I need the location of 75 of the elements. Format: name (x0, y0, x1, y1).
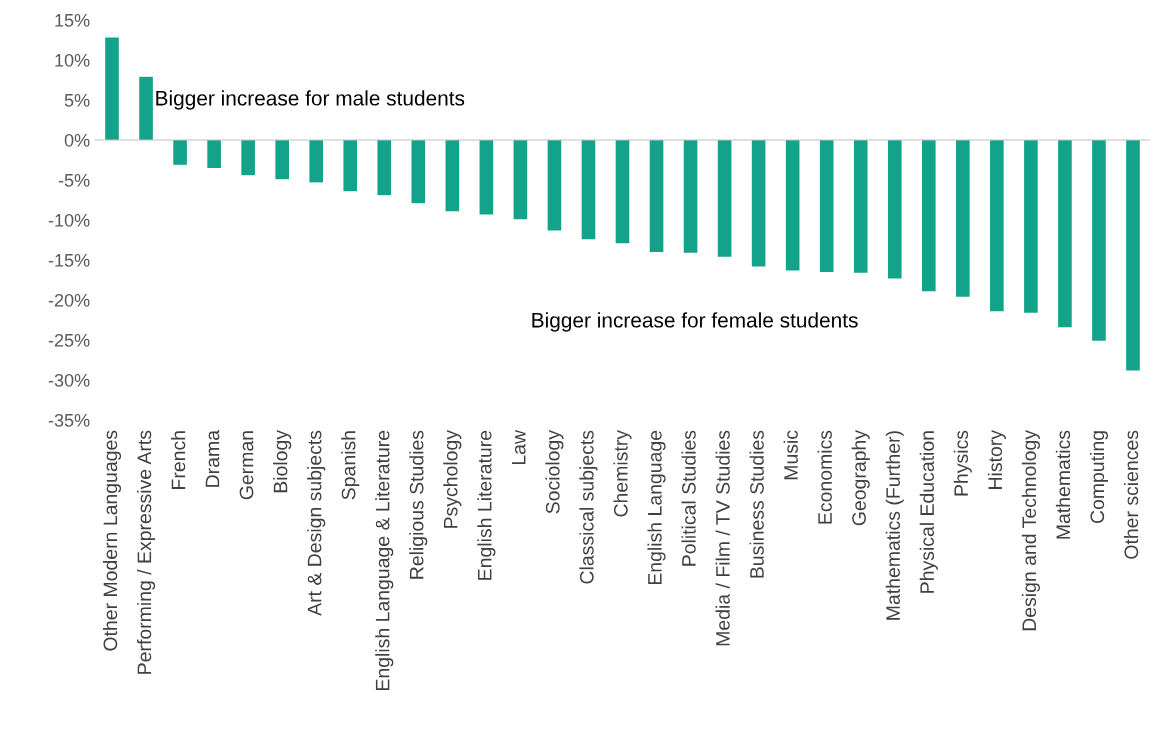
bar (1058, 140, 1072, 328)
bar (275, 140, 289, 180)
x-tick-label: Sociology (545, 430, 564, 514)
bar (547, 140, 562, 231)
y-tick-label: -25% (48, 333, 90, 347)
y-tick-label: -20% (48, 293, 90, 307)
x-tick-label: Mathematics (Further) (885, 431, 904, 620)
bar (241, 140, 255, 176)
y-tick-label: -35% (48, 413, 90, 427)
x-tick-label: History (987, 430, 1006, 489)
x-tick-label: Art & Design subjects (307, 430, 326, 616)
x-tick-label: Chemistry (613, 430, 632, 517)
x-tick-label: Physics (953, 430, 972, 496)
bar (173, 140, 187, 165)
y-tick-label: 0% (64, 133, 90, 147)
bar (649, 140, 664, 252)
x-tick-label: Design and Technology (1021, 430, 1040, 631)
x-tick-label: Physical Education (919, 431, 938, 593)
y-tick-label: -5% (58, 174, 90, 187)
bar (105, 37, 119, 140)
x-tick-label: German (239, 431, 254, 500)
x-tick-label: Media / Film / TV Studies (715, 430, 730, 646)
y-tick-label: -10% (48, 213, 90, 227)
x-tick-label: Performing / Expressive Arts (136, 430, 156, 674)
x-tick-label: English Language & Literature (375, 430, 394, 690)
x-tick-label: Other sciences (1123, 430, 1139, 559)
bar (785, 140, 800, 271)
bar (921, 140, 936, 292)
bar (853, 140, 868, 273)
x-tick-label: Political Studies (681, 430, 696, 566)
y-tick-label: -15% (48, 254, 90, 267)
bar (139, 76, 153, 140)
x-tick-label: Business Studies (749, 430, 764, 578)
annotation: Bigger increase for male students (156, 90, 465, 110)
x-tick-label: Religious Studies (409, 430, 428, 579)
x-tick-label: Economics (817, 430, 832, 524)
bar (1024, 140, 1038, 313)
bar (751, 140, 766, 267)
bar (683, 140, 698, 253)
bar (717, 140, 732, 257)
x-tick-label: Law (512, 429, 526, 465)
bar (513, 140, 528, 220)
y-tick-label: 5% (64, 94, 90, 107)
annotation: Bigger increase for female students (532, 312, 858, 332)
bar (1126, 140, 1140, 371)
y-tick-label: 15% (55, 14, 90, 27)
y-tick-label: -30% (48, 373, 90, 387)
bar (581, 140, 596, 240)
bar (343, 140, 358, 192)
x-tick-label: Drama (205, 430, 220, 487)
bar (990, 140, 1004, 312)
bar (615, 140, 630, 244)
y-tick-label: 10% (55, 53, 90, 67)
x-tick-label: Mathematics (1055, 430, 1071, 539)
bar (956, 140, 970, 297)
x-tick-label: English Literature (477, 430, 496, 580)
x-tick-label: Geography (851, 430, 870, 526)
x-tick-label: Computing (1089, 431, 1109, 524)
x-tick-label: Psychology (443, 430, 462, 528)
bar (411, 140, 426, 204)
x-tick-label: Classical subjects (579, 430, 598, 584)
bar (309, 140, 324, 183)
bar (207, 140, 221, 168)
bar (819, 140, 834, 272)
x-tick-label: Spanish (341, 431, 360, 500)
x-tick-label: Other Modern Languages (102, 430, 122, 651)
x-tick-label: English Language (647, 430, 666, 585)
x-tick-label: Biology (273, 430, 292, 493)
x-tick-label: Music (783, 430, 798, 480)
bar (377, 140, 392, 196)
bar (479, 140, 494, 215)
bar (887, 140, 902, 279)
bar (1092, 140, 1106, 341)
x-tick-label: French (171, 431, 186, 489)
bar (445, 140, 460, 212)
